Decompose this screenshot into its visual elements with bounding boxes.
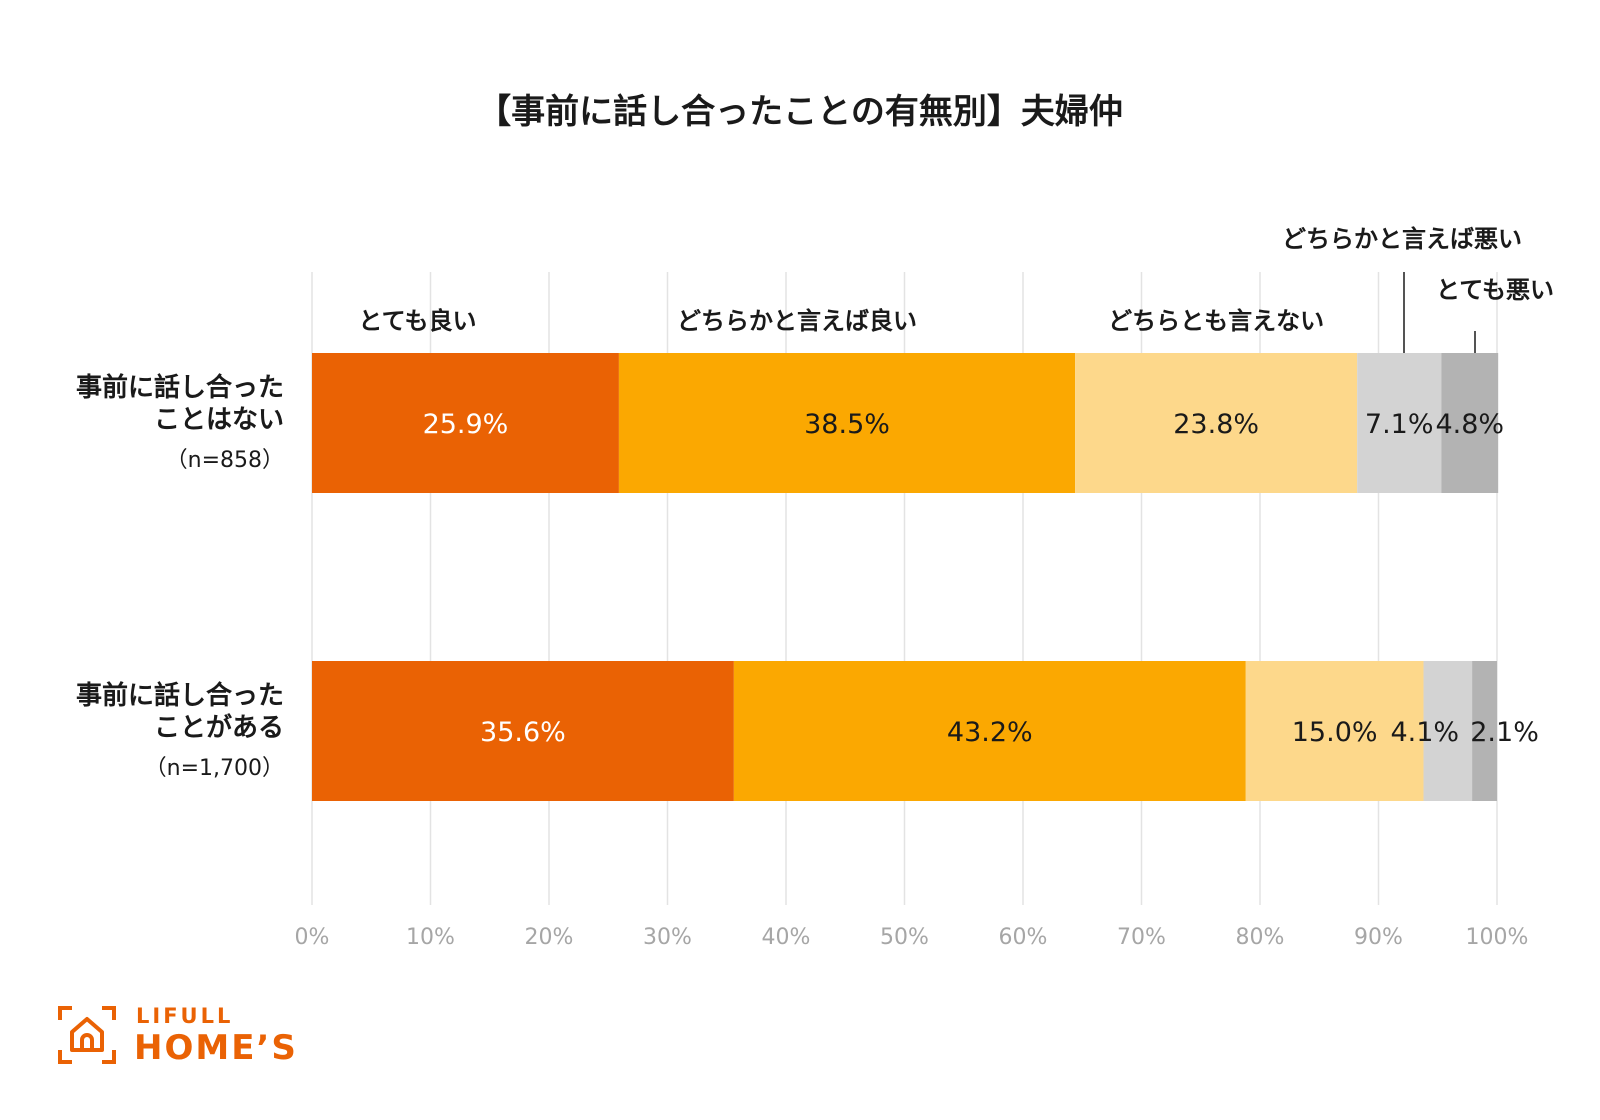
- legend-label: どちらかと言えば悪い: [1282, 225, 1522, 253]
- x-tick-label: 30%: [643, 925, 692, 950]
- data-label: 38.5%: [804, 409, 890, 440]
- x-tick-label: 100%: [1466, 925, 1529, 950]
- category-label: 事前に話し合った: [76, 372, 284, 403]
- legend-label: とても良い: [358, 307, 476, 335]
- bar-segment: [1357, 353, 1442, 493]
- bar-segment: [1075, 353, 1358, 493]
- x-tick-label: 20%: [525, 925, 574, 950]
- data-label: 4.1%: [1390, 717, 1459, 748]
- bar-segment: [618, 353, 1076, 493]
- x-tick-label: 80%: [1236, 925, 1285, 950]
- data-label: 43.2%: [947, 717, 1033, 748]
- house-logo-icon: [58, 1006, 116, 1064]
- logo-brand-top: LIFULL: [136, 1004, 234, 1028]
- bar-segment: [1472, 661, 1497, 801]
- bar-segment: [1423, 661, 1473, 801]
- x-tick-label: 70%: [1117, 925, 1166, 950]
- lifull-homes-logo: LIFULL HOME’S: [58, 1004, 318, 1068]
- data-label: 4.8%: [1435, 409, 1504, 440]
- bar-segment: [1245, 661, 1424, 801]
- data-label: 7.1%: [1365, 409, 1434, 440]
- x-tick-label: 0%: [295, 925, 330, 950]
- category-label: 事前に話し合った: [76, 680, 284, 711]
- x-tick-label: 10%: [406, 925, 455, 950]
- legend-label: とても悪い: [1436, 276, 1554, 304]
- bar-segment: [312, 353, 619, 493]
- data-label: 2.1%: [1470, 717, 1539, 748]
- category-label: ことはない: [154, 405, 284, 435]
- bar-segment: [1441, 353, 1499, 493]
- category-label: ことがある: [154, 712, 284, 743]
- bar-segment: [312, 661, 734, 801]
- legend-label: どちらとも言えない: [1108, 307, 1324, 335]
- chart-title: 【事前に話し合ったことの有無別】夫婦仲: [477, 92, 1123, 132]
- x-tick-label: 40%: [762, 925, 811, 950]
- category-n-label: （n=1,700）: [145, 756, 284, 781]
- bar-segment: [733, 661, 1246, 801]
- data-label: 35.6%: [480, 717, 566, 748]
- data-label: 23.8%: [1173, 409, 1259, 440]
- logo-brand-main: HOME’S: [134, 1028, 298, 1068]
- x-tick-label: 60%: [999, 925, 1048, 950]
- legend-label: どちらかと言えば良い: [677, 307, 917, 335]
- x-tick-label: 90%: [1354, 925, 1403, 950]
- data-label: 25.9%: [423, 409, 509, 440]
- category-n-label: （n=858）: [166, 448, 284, 473]
- data-label: 15.0%: [1292, 717, 1378, 748]
- x-tick-label: 50%: [880, 925, 929, 950]
